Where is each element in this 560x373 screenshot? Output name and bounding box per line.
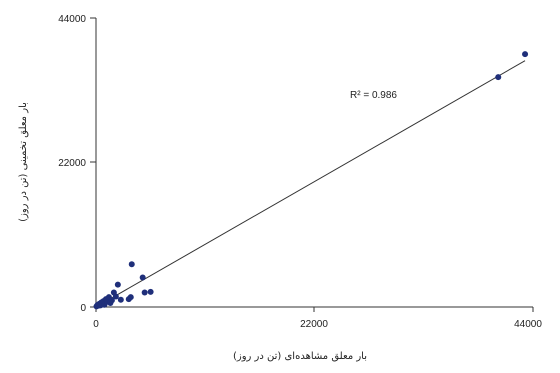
- y-tick-label: 44000: [58, 14, 86, 25]
- r-squared-annotation: R² = 0.986: [350, 90, 397, 101]
- trendline: [95, 60, 526, 308]
- data-point: [112, 293, 119, 300]
- y-tick-label: 22000: [58, 158, 86, 169]
- x-tick-label: 22000: [300, 319, 328, 330]
- data-point: [117, 296, 124, 303]
- data-point: [495, 74, 502, 81]
- data-points: [93, 51, 529, 310]
- x-tick-label: 44000: [514, 319, 542, 330]
- data-point: [139, 274, 146, 281]
- data-point: [147, 288, 154, 295]
- data-point: [522, 51, 529, 58]
- data-point: [127, 294, 134, 301]
- data-point: [141, 289, 148, 296]
- data-point: [128, 261, 135, 268]
- y-tick-label: 0: [80, 303, 86, 314]
- x-axis-title: بار معلق مشاهده‌ای (تن در روز): [233, 351, 367, 362]
- data-point: [114, 281, 121, 288]
- y-axis-title: بار معلق تخمینی (تن در روز): [18, 102, 29, 222]
- x-tick-label: 0: [93, 319, 99, 330]
- data-point: [108, 297, 115, 304]
